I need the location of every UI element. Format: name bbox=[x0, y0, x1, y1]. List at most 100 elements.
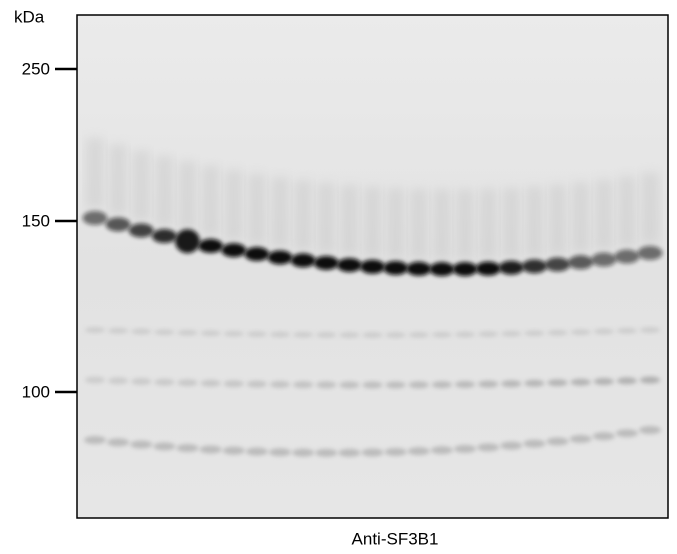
band bbox=[547, 379, 568, 387]
band bbox=[616, 377, 637, 385]
band bbox=[360, 259, 385, 274]
band bbox=[293, 381, 314, 389]
band bbox=[131, 328, 152, 335]
band bbox=[128, 223, 154, 238]
band bbox=[108, 377, 129, 385]
band bbox=[109, 144, 128, 215]
band bbox=[570, 329, 591, 336]
band bbox=[222, 446, 245, 455]
band bbox=[270, 331, 290, 338]
band bbox=[408, 381, 429, 389]
band bbox=[361, 448, 384, 457]
band bbox=[500, 441, 523, 450]
band bbox=[105, 217, 131, 232]
band bbox=[545, 257, 570, 272]
marker-label: 100 bbox=[22, 382, 50, 401]
band bbox=[475, 261, 501, 276]
band bbox=[455, 331, 475, 338]
band bbox=[430, 446, 453, 455]
band bbox=[313, 255, 339, 270]
band bbox=[315, 448, 338, 457]
band bbox=[523, 439, 546, 448]
band bbox=[246, 331, 267, 338]
band bbox=[478, 380, 499, 388]
band bbox=[221, 243, 247, 258]
band bbox=[362, 332, 383, 338]
band bbox=[429, 262, 455, 277]
band bbox=[452, 262, 478, 277]
band bbox=[244, 247, 270, 262]
band bbox=[546, 437, 569, 446]
bands bbox=[82, 138, 663, 457]
band bbox=[477, 443, 500, 452]
band bbox=[525, 186, 544, 257]
band bbox=[107, 438, 130, 447]
band bbox=[455, 380, 475, 388]
band bbox=[340, 185, 359, 256]
band bbox=[316, 331, 337, 338]
band bbox=[593, 378, 614, 386]
band bbox=[456, 189, 474, 260]
band bbox=[615, 429, 638, 438]
band bbox=[521, 259, 547, 274]
unit-label: kDa bbox=[14, 7, 45, 26]
band bbox=[153, 442, 176, 451]
band bbox=[640, 376, 660, 384]
band bbox=[384, 447, 407, 456]
band bbox=[639, 426, 661, 434]
marker-label: 250 bbox=[22, 59, 50, 78]
band bbox=[362, 381, 383, 389]
band bbox=[132, 150, 151, 221]
band bbox=[293, 331, 314, 338]
band bbox=[271, 177, 289, 248]
band bbox=[431, 381, 452, 389]
band bbox=[155, 156, 174, 227]
band bbox=[201, 165, 220, 236]
band bbox=[641, 173, 659, 243]
band bbox=[592, 432, 615, 441]
band bbox=[198, 238, 224, 253]
band bbox=[85, 376, 105, 384]
blot-frame bbox=[76, 14, 669, 519]
band bbox=[502, 187, 521, 258]
band bbox=[593, 328, 614, 335]
band bbox=[432, 189, 451, 260]
band bbox=[267, 250, 293, 265]
band bbox=[386, 187, 405, 258]
band bbox=[154, 378, 175, 386]
band bbox=[591, 252, 617, 267]
band bbox=[200, 330, 221, 337]
band bbox=[223, 330, 244, 337]
band bbox=[269, 448, 291, 457]
band bbox=[154, 329, 175, 336]
band bbox=[383, 260, 409, 275]
band bbox=[407, 447, 430, 456]
band bbox=[571, 182, 590, 253]
band bbox=[547, 329, 568, 336]
band bbox=[408, 331, 429, 338]
band bbox=[177, 329, 198, 336]
caption: Anti-SF3B1 bbox=[352, 529, 439, 548]
band bbox=[385, 381, 406, 389]
band bbox=[131, 378, 152, 386]
band bbox=[637, 246, 663, 260]
band bbox=[246, 380, 267, 388]
band bbox=[223, 380, 244, 388]
band bbox=[454, 444, 476, 453]
band bbox=[385, 331, 406, 338]
band bbox=[406, 261, 432, 276]
band bbox=[290, 253, 316, 268]
band bbox=[478, 331, 499, 338]
band bbox=[568, 255, 594, 270]
band bbox=[177, 379, 198, 387]
band bbox=[548, 184, 567, 255]
band bbox=[363, 186, 382, 257]
band bbox=[338, 448, 361, 457]
band bbox=[617, 176, 636, 247]
band bbox=[151, 229, 177, 244]
band bbox=[292, 448, 315, 457]
band bbox=[339, 381, 360, 389]
band bbox=[84, 436, 106, 444]
band bbox=[224, 170, 243, 241]
